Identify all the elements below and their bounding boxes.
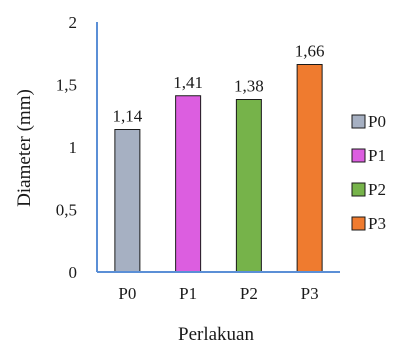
y-axis-title: Diameter (mm) xyxy=(14,89,35,207)
legend-label-p3: P3 xyxy=(368,214,386,233)
data-label-p0: 1,14 xyxy=(113,107,143,126)
x-tick-label-p1: P1 xyxy=(179,284,197,303)
data-label-p3: 1,66 xyxy=(295,42,325,61)
legend: P0 P1 P2 P3 xyxy=(351,112,386,233)
y-tick-label: 0 xyxy=(69,263,78,282)
legend-label-p0: P0 xyxy=(368,112,386,131)
bar-p1 xyxy=(175,95,202,273)
legend-label-p1: P1 xyxy=(368,146,386,165)
y-tick-label: 1,5 xyxy=(56,76,77,95)
bar-p2 xyxy=(235,99,262,273)
x-tick-label-p3: P3 xyxy=(301,284,319,303)
legend-swatch-p3 xyxy=(351,216,366,231)
y-tick-label: 1 xyxy=(69,138,78,157)
bars xyxy=(114,64,323,273)
x-axis-title: Perlakuan xyxy=(178,324,254,345)
x-tick-label-p0: P0 xyxy=(118,284,136,303)
legend-swatch-p2 xyxy=(351,182,366,197)
x-tick-label-p2: P2 xyxy=(240,284,258,303)
legend-swatch-p1 xyxy=(351,148,366,163)
bar-p0 xyxy=(114,129,141,273)
y-axis-ticks: 0 0,5 1 1,5 2 xyxy=(56,13,77,282)
bar-p3 xyxy=(296,64,323,273)
y-tick-label: 0,5 xyxy=(56,201,77,220)
legend-swatch-p0 xyxy=(351,114,366,129)
x-axis-ticks: P0 P1 P2 P3 xyxy=(118,284,318,303)
y-tick-label: 2 xyxy=(69,13,78,32)
legend-label-p2: P2 xyxy=(368,180,386,199)
data-labels: 1,14 1,41 1,38 1,66 xyxy=(113,42,325,126)
data-label-p2: 1,38 xyxy=(234,77,264,96)
data-label-p1: 1,41 xyxy=(173,73,203,92)
